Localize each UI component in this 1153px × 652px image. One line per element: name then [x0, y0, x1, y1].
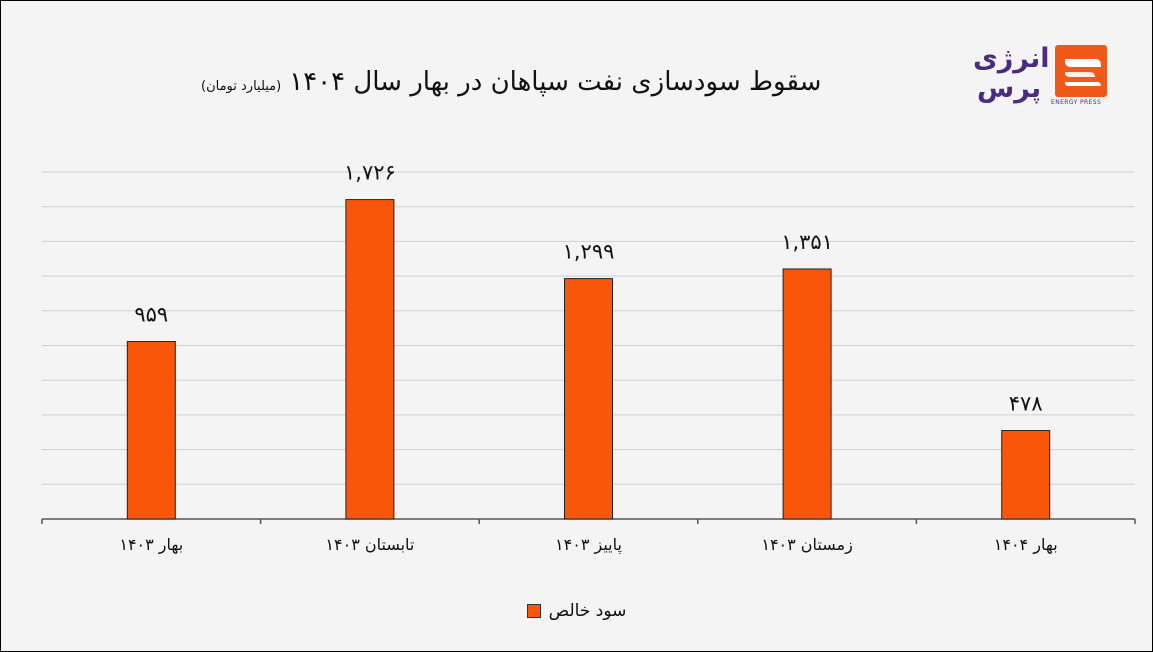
- bar: [126, 341, 176, 520]
- category-label: بهار ۱۴۰۳: [119, 535, 183, 555]
- data-label: ۱,۲۹۹: [563, 240, 615, 264]
- logo-tagline: ENERGY PRESS: [1051, 99, 1102, 106]
- legend-label: سود خالص: [548, 601, 627, 621]
- energy-press-logo-icon: [1055, 45, 1107, 97]
- legend: سود خالص: [0, 601, 1153, 621]
- data-label: ۱,۷۲۶: [344, 161, 396, 185]
- category-label: پاییز ۱۴۰۳: [555, 535, 622, 555]
- category-label: تابستان ۱۴۰۳: [325, 535, 414, 554]
- bar: [782, 268, 832, 520]
- logo-word-bottom: پرس: [977, 73, 1042, 104]
- bar: [345, 199, 395, 520]
- logo-mark-icon: [1065, 59, 1101, 86]
- logo-word-top: انرژی: [973, 43, 1050, 74]
- category-label: زمستان ۱۴۰۳: [761, 535, 852, 555]
- chart-subtitle: (میلیارد تومان): [201, 79, 282, 94]
- data-label: ۱,۳۵۱: [781, 230, 833, 254]
- data-label: ۹۵۹: [134, 303, 168, 327]
- chart-title: سقوط سودسازی نفت سپاهان در بهار سال ۱۴۰۴: [289, 67, 822, 97]
- data-label: ۴۷۸: [1009, 392, 1043, 416]
- energy-press-logo: انرژی پرس ENERGY PRESS: [969, 41, 1121, 111]
- category-label: بهار ۱۴۰۴: [994, 535, 1058, 555]
- legend-swatch: [526, 604, 541, 618]
- title-row: سقوط سودسازی نفت سپاهان در بهار سال ۱۴۰۴…: [201, 67, 913, 97]
- bar: [1001, 430, 1051, 520]
- bar: [564, 278, 613, 520]
